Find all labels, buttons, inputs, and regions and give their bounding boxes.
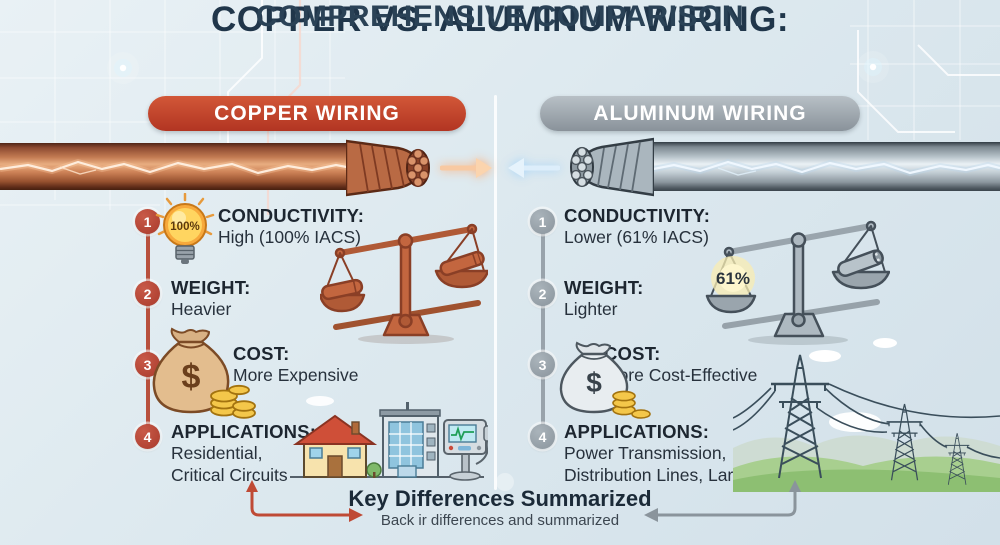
copper-item-1: CONDUCTIVITY: High (100% IACS)	[218, 205, 364, 249]
copper-item-2-number: 2	[135, 281, 160, 306]
aluminum-item-3: COST: More Cost-Effective	[604, 343, 757, 387]
copper-item-1-value: High (100% IACS)	[218, 227, 361, 247]
lightbulb-100-icon: 100%	[155, 193, 215, 264]
gray-left-arrowhead	[644, 508, 658, 522]
aluminum-wire-lightning	[648, 158, 1000, 177]
aluminum-column-banner: ALUMINUM WIRING	[540, 96, 860, 131]
money-bag-gray-icon: $	[559, 341, 651, 419]
aluminum-banner-label: ALUMINUM WIRING	[593, 101, 807, 125]
column-divider	[494, 95, 497, 490]
aluminum-item-2-value: Lighter	[564, 299, 618, 319]
glow-spark-right	[857, 51, 889, 83]
copper-flow-arrow-icon	[440, 158, 492, 178]
copper-item-4-number: 4	[135, 424, 160, 449]
aluminum-item-2: WEIGHT: Lighter	[564, 277, 644, 321]
main-title-line2: COMPREHENSIVE COMPARISON	[255, 0, 745, 33]
copper-item-2-value: Heavier	[171, 299, 232, 319]
money-bag-icon: $	[152, 327, 256, 419]
aluminum-item-1-label: CONDUCTIVITY:	[564, 205, 711, 226]
balance-scale-copper-icon	[320, 223, 488, 344]
balance-scale-aluminum-icon: 61%	[705, 220, 890, 345]
copper-list-connector	[146, 232, 150, 427]
red-right-arrowhead	[349, 508, 363, 522]
aluminum-item-4-value: Power Transmission,	[564, 443, 727, 463]
aluminum-item-2-label: WEIGHT:	[564, 277, 644, 298]
scale-percentage-label: 61%	[716, 269, 750, 288]
copper-item-2-label: WEIGHT:	[171, 277, 251, 298]
footer-summary-arrows	[246, 480, 801, 522]
gray-up-arrowhead	[789, 480, 801, 492]
aluminum-wire-strand-end	[570, 137, 654, 197]
copper-item-1-number: 1	[135, 209, 160, 234]
aluminum-flow-arrow-icon	[508, 158, 560, 178]
copper-item-3-label: COST:	[233, 343, 290, 364]
copper-item-4-value2: Critical Circuits	[171, 464, 288, 485]
copper-item-3-value: More Expensive	[233, 365, 359, 385]
aluminum-item-3-label: COST:	[604, 343, 661, 364]
copper-item-3: COST: More Expensive	[233, 343, 358, 387]
aluminum-bag-currency: $	[586, 367, 602, 398]
aluminum-item-3-value: More Cost-Effective	[604, 365, 758, 385]
house-building-monitor-icon	[290, 396, 488, 481]
transmission-towers-icon	[733, 338, 1000, 492]
glow-spark-left	[107, 52, 139, 84]
aluminum-list-connector	[541, 232, 545, 427]
copper-item-2: WEIGHT: Heavier	[171, 277, 251, 321]
copper-item-4-label: APPLICATIONS:	[171, 421, 317, 442]
aluminum-item-4-label: APPLICATIONS:	[564, 421, 710, 442]
footer-title: Key Differences Summarized	[348, 486, 652, 511]
aluminum-item-1-number: 1	[530, 209, 555, 234]
red-up-arrowhead	[246, 480, 258, 492]
copper-bag-currency: $	[182, 358, 201, 396]
copper-column-banner: COPPER WIRING	[148, 96, 466, 131]
aluminum-item-1-value: Lower (61% IACS)	[564, 227, 709, 247]
footer-subtitle: Back ir differences and summarized	[380, 512, 620, 529]
aluminum-item-2-number: 2	[530, 281, 555, 306]
copper-item-1-label: CONDUCTIVITY:	[218, 205, 365, 226]
copper-item-4-value: Residential,	[171, 443, 263, 463]
aluminum-item-4-number: 4	[530, 424, 555, 449]
copper-banner-label: COPPER WIRING	[214, 101, 400, 125]
copper-item-4: APPLICATIONS: Residential, Critical Circ…	[171, 421, 316, 486]
copper-wire-lightning	[0, 158, 352, 177]
main-title-line1: COPPER VS. ALUMINUM WIRING:	[210, 0, 790, 39]
aluminum-item-1: CONDUCTIVITY: Lower (61% IACS)	[564, 205, 710, 249]
copper-wire-strand-end	[346, 139, 430, 197]
lightbulb-percentage-label: 100%	[170, 221, 199, 233]
aluminum-item-3-number: 3	[530, 352, 555, 377]
glow-spark-bottom	[496, 473, 514, 491]
